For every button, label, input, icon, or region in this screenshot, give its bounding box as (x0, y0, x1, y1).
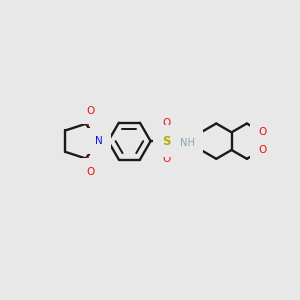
Text: O: O (258, 145, 266, 155)
Text: NH: NH (181, 138, 196, 148)
Text: O: O (163, 118, 171, 128)
Text: S: S (163, 135, 171, 148)
Text: O: O (86, 167, 94, 177)
Text: O: O (163, 154, 171, 164)
Text: O: O (86, 106, 94, 116)
Text: N: N (94, 136, 102, 146)
Text: O: O (258, 127, 266, 137)
